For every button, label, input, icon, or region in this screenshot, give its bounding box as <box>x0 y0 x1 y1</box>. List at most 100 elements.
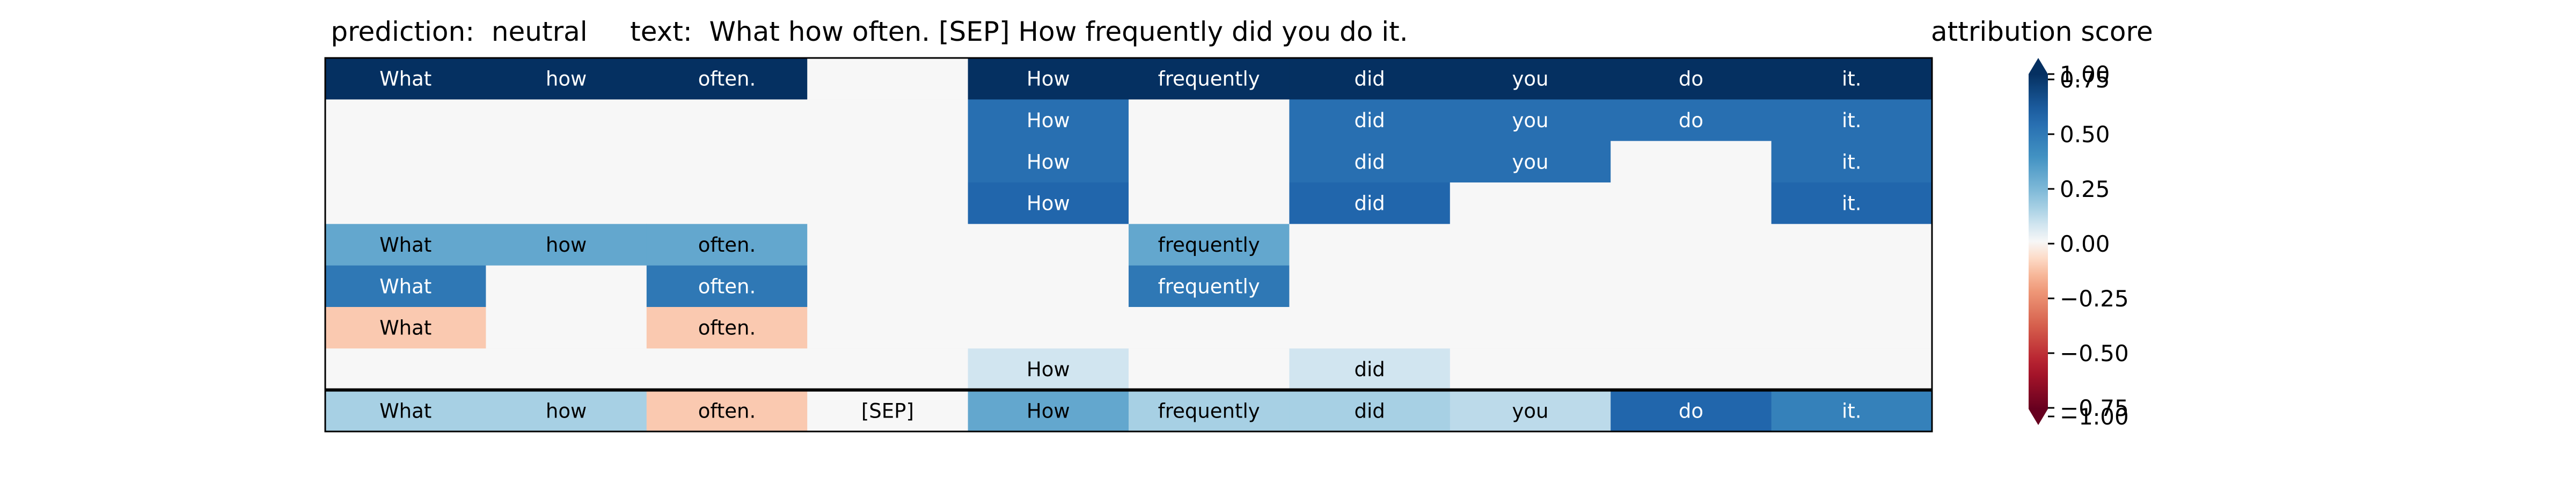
heatmap-cell <box>1289 348 1451 391</box>
heatmap-cell <box>1611 348 1772 391</box>
heatmap-cell <box>325 348 486 391</box>
cell-label: often. <box>698 317 756 340</box>
heatmap-cell <box>1450 307 1611 349</box>
heatmap-cell <box>646 265 808 308</box>
cell-label: did <box>1354 68 1385 91</box>
cell-label: often. <box>698 68 756 91</box>
heatmap-cell <box>1289 58 1451 100</box>
cell-label: do <box>1679 399 1703 422</box>
heatmap-cell <box>807 99 969 142</box>
heatmap-cell <box>1450 182 1611 224</box>
cell-label: What <box>379 233 431 257</box>
heatmap-cell <box>1129 141 1290 183</box>
heatmap-cell <box>1771 58 1933 100</box>
heatmap-cell <box>486 141 647 183</box>
cell-label: you <box>1512 150 1549 173</box>
heatmap-cell <box>1289 99 1451 142</box>
heatmap-cell <box>807 390 969 432</box>
heatmap-cell <box>1289 182 1451 224</box>
cell-label: it. <box>1842 109 1862 132</box>
heatmap-cell <box>486 307 647 349</box>
heatmap-cell <box>807 265 969 308</box>
cell-label: you <box>1512 399 1549 422</box>
heatmap-cell <box>646 99 808 142</box>
heatmap-cell <box>325 307 486 349</box>
cell-label: How <box>1027 358 1070 381</box>
colorbar-extend-bottom <box>2029 409 2048 425</box>
heatmap-cell <box>646 141 808 183</box>
heatmap-cell <box>1129 99 1290 142</box>
heatmap-cell <box>486 182 647 224</box>
heatmap-cell <box>807 141 969 183</box>
cell-label: How <box>1027 150 1070 173</box>
heatmap-cell <box>1289 265 1451 308</box>
heatmap-cell <box>325 390 486 432</box>
colorbar-tick-label: −0.25 <box>2060 286 2129 312</box>
cell-label: do <box>1679 109 1703 132</box>
heatmap-cell <box>1771 99 1933 142</box>
heatmap-cell <box>1289 224 1451 266</box>
heatmap-cell <box>646 224 808 266</box>
cell-label: did <box>1354 399 1385 422</box>
heatmap-cell <box>1450 141 1611 183</box>
heatmap-cell <box>1450 265 1611 308</box>
heatmap-cell <box>968 390 1129 432</box>
colorbar-tick-label: 0.00 <box>2060 231 2110 257</box>
cell-label: how <box>546 399 587 422</box>
heatmap-cell <box>807 348 969 391</box>
heatmap-cell <box>646 182 808 224</box>
colorbar-tick-label: 1.00 <box>2060 61 2110 87</box>
cell-label: did <box>1354 192 1385 215</box>
cell-label: did <box>1354 109 1385 132</box>
heatmap-cell <box>486 265 647 308</box>
heatmap-cell <box>325 182 486 224</box>
cell-label: did <box>1354 358 1385 381</box>
cell-label: frequently <box>1158 275 1260 298</box>
cell-label: How <box>1027 68 1070 91</box>
heatmap-cell <box>1129 58 1290 100</box>
cell-label: you <box>1512 68 1549 91</box>
cell-label: What <box>379 317 431 340</box>
heatmap-cell <box>1611 224 1772 266</box>
heatmap-cell <box>1129 390 1290 432</box>
heatmap-cell <box>486 390 647 432</box>
colorbar-tick-label: 0.50 <box>2060 121 2110 148</box>
colorbar-tick-label: 0.75 <box>2060 67 2110 93</box>
heatmap-cell <box>486 348 647 391</box>
heatmap-cell <box>968 141 1129 183</box>
colorbar-gradient <box>2029 74 2048 409</box>
heatmap-cell <box>1771 224 1933 266</box>
cell-label: What <box>379 68 431 91</box>
heatmap-cell <box>646 390 808 432</box>
heatmap-cell <box>1771 265 1933 308</box>
heatmap-cell <box>1611 182 1772 224</box>
heatmap-cell <box>1129 348 1290 391</box>
heatmap-cell <box>325 141 486 183</box>
heatmap-cell <box>1450 224 1611 266</box>
heatmap-cell <box>1771 141 1933 183</box>
cell-label: did <box>1354 150 1385 173</box>
heatmap-cell <box>325 99 486 142</box>
heatmap-frame <box>324 57 1933 433</box>
heatmap-cell <box>325 58 486 100</box>
heatmap-cell <box>1129 307 1290 349</box>
heatmap-cell <box>1289 307 1451 349</box>
heatmap-cell <box>968 265 1129 308</box>
heatmap-cell <box>807 182 969 224</box>
cell-label: often. <box>698 399 756 422</box>
colorbar-tick-label: 0.25 <box>2060 176 2110 202</box>
heatmap-cell <box>1771 182 1933 224</box>
heatmap-cell <box>486 58 647 100</box>
cell-label: it. <box>1842 192 1862 215</box>
heatmap-cell <box>807 58 969 100</box>
heatmap-cell <box>1450 99 1611 142</box>
heatmap-cell <box>1611 58 1772 100</box>
heatmap-cell <box>968 99 1129 142</box>
heatmap-cell <box>1289 141 1451 183</box>
colorbar-tick-label: −1.00 <box>2060 404 2129 430</box>
heatmap-cell <box>1129 182 1290 224</box>
heatmap-cell <box>486 224 647 266</box>
heatmap-cell <box>1450 348 1611 391</box>
cell-label: how <box>546 68 587 91</box>
